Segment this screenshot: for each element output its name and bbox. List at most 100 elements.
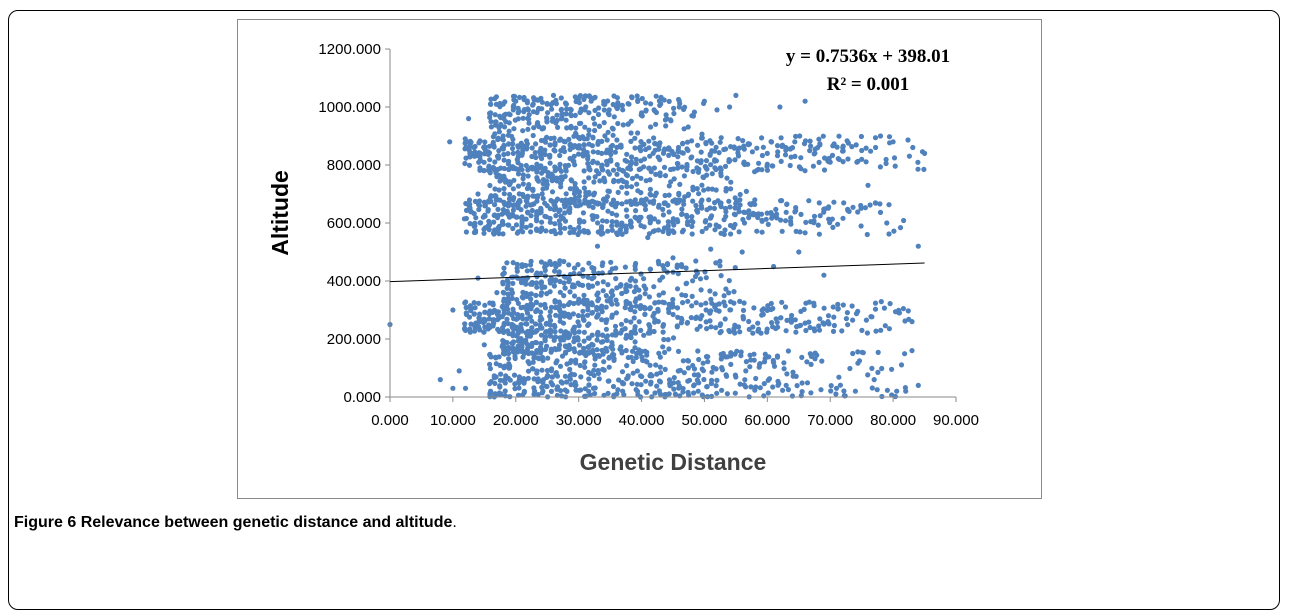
data-point xyxy=(712,157,718,163)
data-point xyxy=(506,222,512,228)
data-point xyxy=(718,273,724,279)
data-point xyxy=(601,107,607,113)
data-point xyxy=(670,228,676,234)
data-point xyxy=(707,151,713,157)
data-point xyxy=(557,230,563,236)
data-point xyxy=(750,324,756,330)
data-point xyxy=(793,133,799,139)
data-point xyxy=(779,299,785,305)
data-point xyxy=(897,225,904,231)
data-point xyxy=(836,374,842,380)
data-point xyxy=(524,138,530,144)
data-point xyxy=(504,277,510,283)
data-point xyxy=(608,151,614,158)
data-point xyxy=(463,229,469,235)
data-point xyxy=(549,374,555,380)
data-point xyxy=(488,119,494,125)
data-point xyxy=(467,326,473,332)
data-point xyxy=(884,220,890,226)
data-point xyxy=(748,384,754,390)
data-point xyxy=(472,143,478,150)
data-point xyxy=(875,369,881,375)
data-point xyxy=(764,150,770,156)
data-point xyxy=(624,151,630,157)
data-point xyxy=(666,183,672,189)
data-point xyxy=(585,307,591,313)
data-point xyxy=(801,141,808,147)
data-point xyxy=(872,135,879,141)
data-point xyxy=(628,200,634,206)
data-point xyxy=(656,292,662,298)
data-point xyxy=(529,343,535,349)
data-point xyxy=(600,288,606,294)
data-point xyxy=(810,163,817,169)
data-point xyxy=(539,354,546,360)
data-point xyxy=(525,107,531,113)
data-point xyxy=(577,362,583,369)
data-point xyxy=(477,202,483,209)
data-point xyxy=(833,391,839,397)
data-point xyxy=(561,293,567,299)
data-point xyxy=(716,308,722,314)
data-point xyxy=(684,221,691,228)
data-point xyxy=(495,326,501,332)
data-point xyxy=(605,98,611,104)
data-point xyxy=(799,380,805,386)
data-point xyxy=(655,318,661,325)
data-point xyxy=(735,324,742,330)
data-point xyxy=(572,195,578,201)
data-point xyxy=(501,186,507,192)
data-point xyxy=(788,215,794,221)
data-point xyxy=(552,334,559,340)
data-point xyxy=(798,211,804,217)
data-point xyxy=(558,388,564,394)
data-point xyxy=(694,207,700,213)
data-point xyxy=(743,384,749,390)
data-point xyxy=(521,94,527,101)
data-point xyxy=(543,228,549,234)
data-point xyxy=(495,225,501,231)
data-point xyxy=(853,311,860,317)
data-point xyxy=(596,123,603,129)
data-point xyxy=(807,138,813,144)
data-point xyxy=(529,207,535,214)
data-point xyxy=(703,225,709,231)
data-point xyxy=(708,324,714,330)
data-point xyxy=(643,196,649,202)
data-point xyxy=(785,387,792,393)
data-point xyxy=(789,312,795,319)
data-point xyxy=(589,283,596,289)
data-point xyxy=(539,316,545,322)
data-point xyxy=(671,375,677,381)
data-point xyxy=(752,197,758,203)
data-point xyxy=(736,209,742,215)
data-point xyxy=(668,179,674,185)
data-point xyxy=(601,120,607,126)
data-point xyxy=(545,372,551,379)
data-point xyxy=(544,100,550,107)
data-point xyxy=(713,366,719,372)
data-point xyxy=(630,370,636,376)
data-point xyxy=(590,158,596,164)
data-point xyxy=(571,265,578,271)
data-point xyxy=(571,372,578,378)
data-point xyxy=(783,218,789,224)
data-point xyxy=(619,201,625,207)
data-point xyxy=(506,128,512,134)
data-point xyxy=(599,162,605,168)
data-point xyxy=(450,385,456,391)
data-point xyxy=(632,266,638,272)
data-point xyxy=(771,363,778,369)
data-point xyxy=(700,360,706,366)
data-point xyxy=(726,290,732,296)
data-point xyxy=(532,329,538,335)
data-point xyxy=(500,231,506,237)
data-point xyxy=(829,216,835,222)
data-point xyxy=(830,328,837,334)
data-point xyxy=(684,280,690,286)
data-point xyxy=(599,307,605,313)
data-point xyxy=(723,286,729,292)
data-point xyxy=(905,308,911,314)
data-point xyxy=(481,342,487,348)
data-point xyxy=(816,327,823,333)
